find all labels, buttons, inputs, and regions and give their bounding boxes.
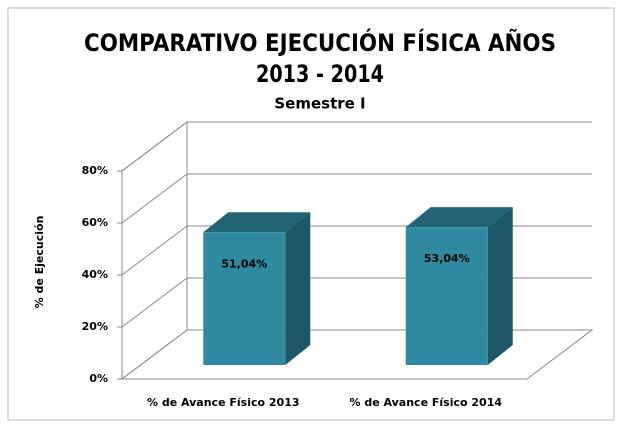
grid-line	[121, 329, 188, 380]
value-label: 51,04%	[221, 257, 267, 270]
y-tick-label: 20%	[82, 320, 108, 333]
y-tick-label: 60%	[82, 216, 108, 229]
y-tick-label: 80%	[82, 164, 108, 177]
y-tick-label: 40%	[82, 268, 108, 281]
chart-title: COMPARATIVO EJECUCIÓN FÍSICA AÑOS	[84, 27, 556, 57]
x-tick-label: % de Avance Físico 2014	[350, 396, 503, 409]
grid-line	[121, 225, 188, 276]
bar-side	[487, 207, 513, 365]
bar-side	[285, 212, 311, 365]
bar	[203, 232, 286, 365]
chart-title: 2013 - 2014	[256, 60, 384, 88]
floor	[120, 329, 594, 380]
grid-line	[121, 173, 188, 224]
y-axis-label: % de Ejecución	[33, 216, 46, 309]
x-tick-label: % de Avance Físico 2013	[147, 396, 300, 409]
grid-line	[121, 277, 188, 328]
bar-top	[203, 212, 311, 233]
value-label: 53,04%	[424, 252, 470, 265]
bar	[405, 227, 488, 365]
y-tick-label: 0%	[89, 372, 108, 385]
chart-subtitle: Semestre I	[274, 95, 365, 113]
grid-line	[121, 121, 188, 172]
bar-top	[405, 207, 513, 228]
